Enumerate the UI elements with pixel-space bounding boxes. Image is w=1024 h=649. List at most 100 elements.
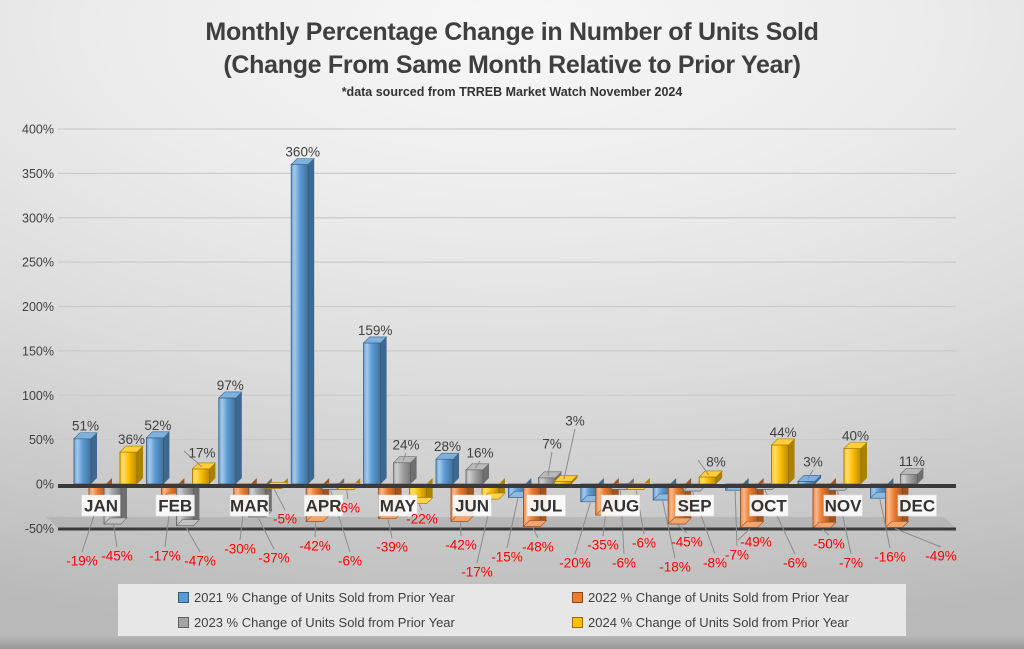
bar-side-face (193, 478, 200, 526)
bar-front-face (843, 448, 862, 485)
bar-top-face (899, 467, 925, 475)
month-label-box (155, 494, 195, 517)
value-label: -5% (273, 512, 297, 527)
month-label-text: MAY (380, 497, 417, 516)
month-label-text: FEB (158, 497, 192, 516)
month-label-text: JUL (530, 497, 562, 516)
bar-top-face (537, 471, 563, 479)
bar-OCT-s3 (770, 438, 796, 485)
bar-JAN-s0 (73, 432, 98, 485)
legend-label-2023: 2023 % Change of Units Sold from Prior Y… (194, 615, 455, 630)
value-label: -30% (224, 542, 256, 557)
leader-line (734, 491, 738, 547)
value-label: -7% (839, 556, 863, 571)
value-label: 97% (217, 378, 244, 393)
leader-line (677, 524, 688, 534)
month-label-box (749, 494, 789, 517)
value-label: 16% (466, 446, 493, 461)
chart-subtitle: *data sourced from TRREB Market Watch No… (341, 85, 683, 99)
bar-front-face (797, 480, 816, 485)
legend-swatch-2022 (572, 592, 583, 603)
value-label: 17% (188, 446, 215, 461)
value-label: -7% (725, 548, 749, 563)
month-label-box (229, 494, 269, 517)
bar-side-face (410, 456, 417, 484)
bar-JUN-s2 (465, 463, 490, 485)
legend-label-2024: 2024 % Change of Units Sold from Prior Y… (588, 615, 849, 630)
legend-swatch-2021 (178, 592, 189, 603)
bar-front-face (435, 458, 454, 485)
bar-top-face (770, 438, 796, 446)
leader-line (346, 490, 349, 500)
month-label-text: AUG (602, 497, 640, 516)
leader-line (387, 519, 393, 539)
bar-top-face (843, 442, 868, 449)
leader-line (879, 499, 891, 549)
y-tick-label: 150% (22, 344, 54, 358)
y-tick-label: 400% (22, 123, 54, 137)
bar-side-face (209, 462, 216, 484)
value-label: -6% (632, 536, 656, 551)
month-label-box (526, 494, 566, 517)
bar-front-face (771, 444, 789, 485)
value-label: -42% (299, 539, 331, 554)
month-label-box (378, 494, 418, 517)
bar-MAY-s0 (362, 336, 388, 485)
month-label-MAY: MAY (378, 494, 418, 517)
leader-line (113, 524, 118, 548)
value-label: 51% (72, 419, 99, 434)
month-label-DEC: DEC (897, 494, 937, 517)
leader-line (183, 450, 203, 468)
bar-side-face (91, 432, 97, 484)
bar-top-face (797, 475, 822, 482)
leader-line (314, 522, 317, 538)
y-tick-label: 0% (36, 478, 54, 492)
value-label: -19% (66, 554, 98, 569)
value-label: -8% (703, 556, 727, 571)
value-label: 36% (118, 432, 145, 447)
leader-line (662, 500, 676, 559)
month-label-text: NOV (825, 497, 863, 516)
month-label-MAR: MAR (229, 494, 269, 517)
month-label-box (897, 494, 937, 517)
bar-bottom-face (739, 521, 765, 528)
leader-line (239, 511, 244, 541)
value-label: -20% (559, 556, 591, 571)
bar-front-face (145, 437, 164, 485)
value-label: -49% (925, 549, 957, 564)
bar-side-face (716, 470, 723, 484)
bar-front-face (191, 468, 210, 485)
month-label-box (452, 494, 492, 517)
bar-front-face (698, 476, 717, 485)
bar-side-face (453, 453, 459, 484)
month-label-APR: APR (304, 494, 344, 517)
bar-side-face (483, 463, 489, 484)
y-tick-label: 100% (22, 389, 54, 403)
bar-top-face (290, 158, 315, 165)
leader-line (547, 451, 553, 476)
bar-side-face (788, 438, 795, 484)
legend-item-2023: 2023 % Change of Units Sold from Prior Y… (118, 612, 512, 633)
value-label: -45% (671, 535, 703, 550)
month-label-SEP: SEP (675, 494, 715, 517)
chart-title-line1: Monthly Percentage Change in Number of U… (205, 18, 819, 46)
value-label: -39% (376, 540, 408, 555)
month-label-box (81, 494, 121, 517)
bar-FEB-s3 (191, 462, 217, 485)
leader-line (532, 527, 539, 539)
value-label: 360% (285, 145, 320, 160)
y-tick-label: 250% (22, 256, 54, 270)
value-label: 24% (392, 438, 419, 453)
bar-front-face (554, 480, 572, 485)
bar-side-face (235, 391, 242, 484)
bar-DEC-s2 (899, 467, 925, 485)
legend-label-2022: 2022 % Change of Units Sold from Prior Y… (588, 590, 849, 605)
month-label-OCT: OCT (749, 494, 789, 517)
leader-line (185, 526, 201, 553)
bar-front-face (290, 164, 309, 485)
y-tick-label: 50% (29, 433, 54, 447)
value-label: -50% (813, 537, 845, 552)
bar-MAR-s0 (218, 391, 243, 485)
bar-bottom-face (667, 517, 692, 525)
